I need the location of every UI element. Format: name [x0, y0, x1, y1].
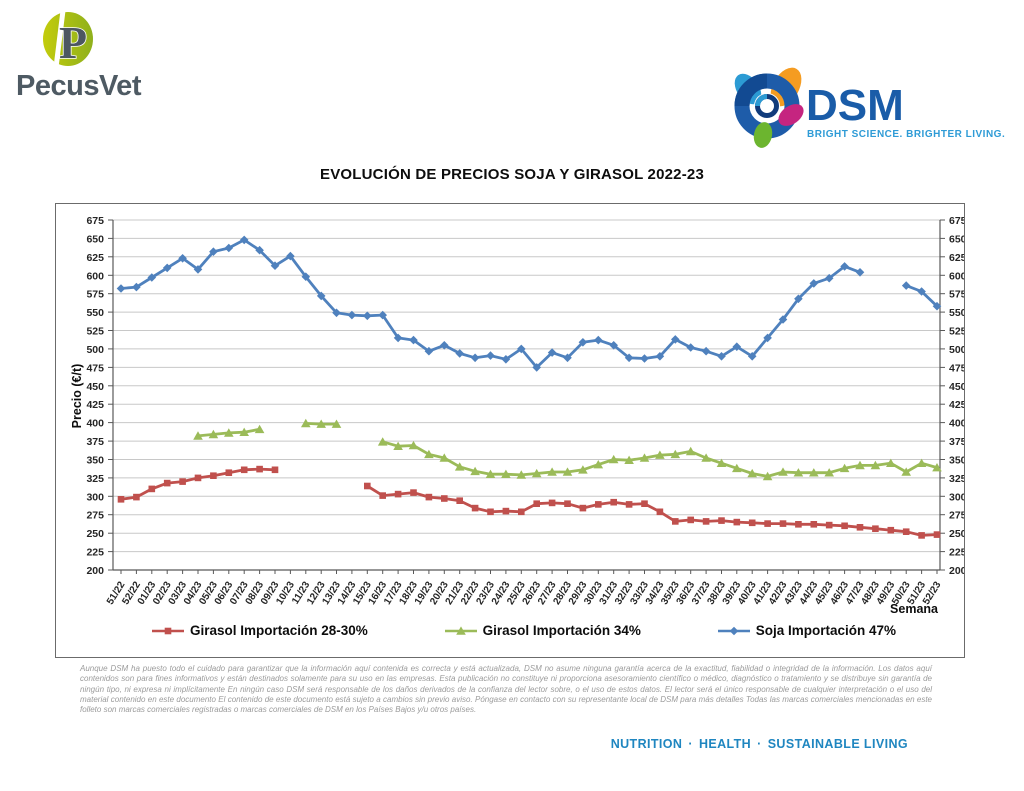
svg-text:575: 575 — [86, 289, 104, 301]
legend-item-girasol-34: Girasol Importación 34% — [444, 623, 641, 638]
legend-marker-diamond-icon — [717, 626, 750, 635]
svg-text:450: 450 — [86, 381, 104, 393]
svg-text:400: 400 — [86, 418, 104, 430]
svg-text:625: 625 — [86, 252, 104, 264]
svg-text:425: 425 — [86, 399, 104, 411]
disclaimer-text: Aunque DSM ha puesto todo el cuidado par… — [80, 664, 932, 715]
svg-text:575: 575 — [949, 289, 964, 301]
svg-text:450: 450 — [949, 381, 964, 393]
price-chart: 675 675 650 650 625 625 600 600 575 575 550 550 525 5… — [86, 215, 964, 607]
svg-text:300: 300 — [86, 491, 104, 503]
tagline-nutrition: NUTRITION — [610, 737, 683, 751]
svg-text:525: 525 — [949, 326, 964, 338]
svg-text:500: 500 — [86, 344, 104, 356]
svg-text:350: 350 — [86, 455, 104, 467]
svg-text:425: 425 — [949, 399, 964, 411]
svg-text:225: 225 — [86, 547, 104, 559]
svg-text:375: 375 — [86, 436, 104, 448]
legend-label: Girasol Importación 34% — [482, 623, 641, 638]
svg-text:550: 550 — [86, 307, 104, 319]
legend-marker-square-icon — [152, 627, 184, 634]
tagline-separator: · — [757, 737, 762, 751]
svg-text:475: 475 — [86, 362, 104, 374]
tagline-separator: · — [688, 737, 693, 751]
svg-text:675: 675 — [86, 215, 104, 227]
svg-text:250: 250 — [949, 528, 964, 540]
dsm-logo-tagline: BRIGHT SCIENCE. BRIGHTER LIVING. — [807, 129, 1006, 140]
pecusvet-logo-icon: P — [43, 8, 93, 72]
svg-text:350: 350 — [949, 455, 964, 467]
legend-label: Girasol Importación 28-30% — [190, 623, 368, 638]
svg-text:325: 325 — [86, 473, 104, 485]
tagline-sustainable-living: SUSTAINABLE LIVING — [767, 737, 908, 751]
svg-text:200: 200 — [86, 565, 104, 577]
svg-text:275: 275 — [86, 510, 104, 522]
tagline-health: HEALTH — [698, 737, 752, 751]
svg-text:650: 650 — [86, 233, 104, 245]
svg-text:500: 500 — [949, 344, 964, 356]
svg-text:375: 375 — [949, 436, 964, 448]
legend-marker-triangle-icon — [444, 625, 477, 635]
pecusvet-logo-text: PecusVet — [16, 70, 141, 102]
brand-tagline: NUTRITION · HEALTH · SUSTAINABLE LIVING — [611, 737, 908, 751]
chart-legend: Girasol Importación 28-30% Girasol Impor… — [151, 623, 896, 638]
chart-container: 675 675 650 650 625 625 600 600 575 575 550 550 525 5… — [55, 203, 965, 658]
svg-text:250: 250 — [86, 528, 104, 540]
svg-text:650: 650 — [949, 233, 964, 245]
svg-text:525: 525 — [86, 326, 104, 338]
dsm-swirl-icon — [734, 67, 804, 148]
svg-text:225: 225 — [949, 547, 964, 559]
svg-text:475: 475 — [949, 362, 964, 374]
svg-text:275: 275 — [949, 510, 964, 522]
chart-title: EVOLUCIÓN DE PRECIOS SOJA Y GIRASOL 2022… — [320, 166, 704, 183]
svg-text:675: 675 — [949, 215, 964, 227]
svg-text:P: P — [59, 17, 87, 68]
svg-text:400: 400 — [949, 418, 964, 430]
svg-text:550: 550 — [949, 307, 964, 319]
svg-text:325: 325 — [949, 473, 964, 485]
y-axis-title: Precio (€/t) — [70, 363, 84, 429]
dsm-logo-text: DSM — [806, 81, 904, 130]
svg-text:600: 600 — [86, 270, 104, 282]
svg-text:600: 600 — [949, 270, 964, 282]
svg-text:300: 300 — [949, 491, 964, 503]
legend-item-soja-47: Soja Importación 47% — [717, 623, 896, 638]
x-axis-title: Semana — [890, 602, 938, 616]
svg-text:625: 625 — [949, 252, 964, 264]
legend-label: Soja Importación 47% — [755, 623, 896, 638]
svg-text:200: 200 — [949, 565, 964, 577]
legend-item-girasol-28-30: Girasol Importación 28-30% — [151, 623, 368, 638]
